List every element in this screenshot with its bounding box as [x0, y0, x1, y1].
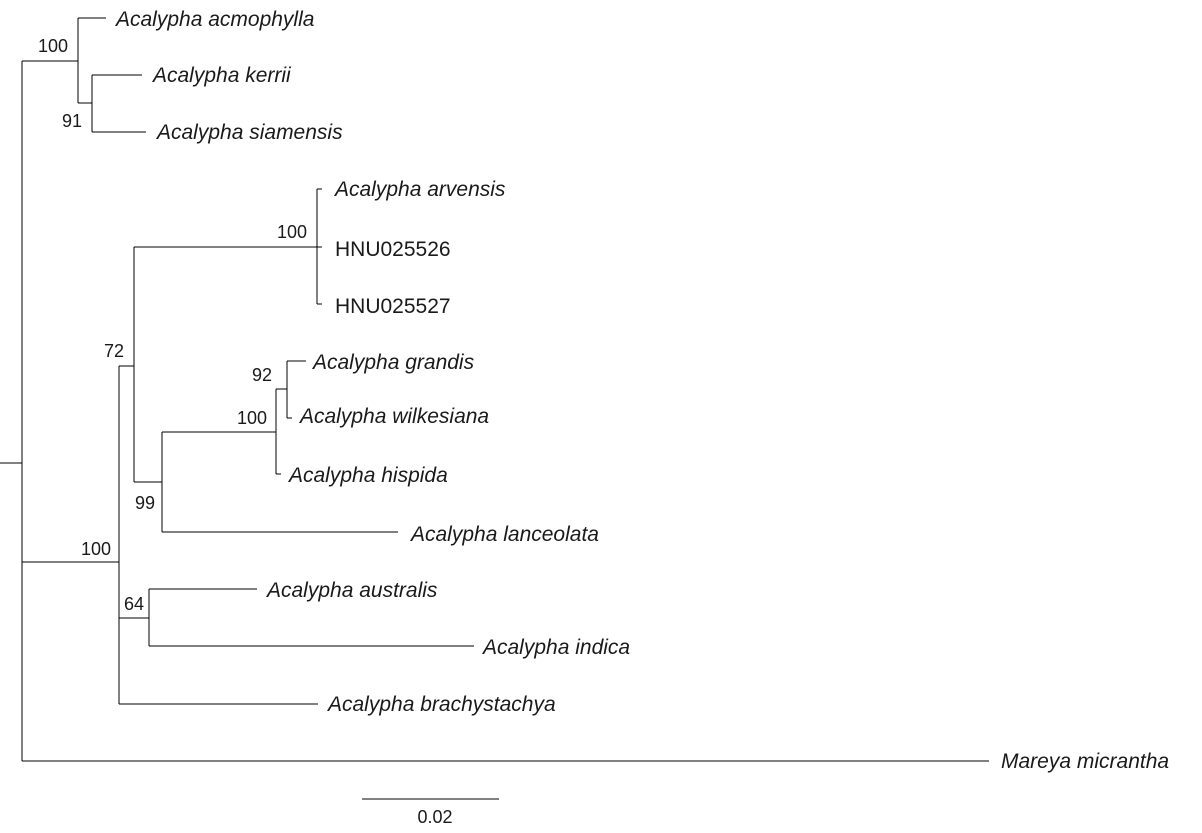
taxon-label-australis: Acalypha australis	[265, 579, 438, 602]
taxon-label-kerrii: Acalypha kerrii	[151, 64, 292, 87]
taxon-label-siamensis: Acalypha siamensis	[155, 121, 343, 144]
support-value-72-clade: 72	[104, 341, 124, 361]
taxon-label-arvensis: Acalypha arvensis	[333, 178, 506, 201]
support-value-acmophylla-clade: 100	[38, 36, 68, 56]
support-value-99-clade: 99	[135, 493, 155, 513]
taxon-label-grandis: Acalypha grandis	[311, 351, 475, 374]
taxon-label-mareya: Mareya micrantha	[1001, 750, 1169, 773]
support-value-64-clade: 64	[124, 594, 144, 614]
taxon-label-brachystachya: Acalypha brachystachya	[326, 693, 556, 716]
taxon-label-wilkesiana: Acalypha wilkesiana	[298, 405, 489, 428]
taxon-label-hispida: Acalypha hispida	[287, 464, 448, 487]
taxon-label-lanceolata: Acalypha lanceolata	[409, 523, 599, 546]
taxon-label-hnu025526: HNU025526	[335, 238, 451, 261]
support-value-acalypha-clade: 100	[81, 539, 111, 559]
support-value-grandis-wilkesiana: 92	[252, 365, 272, 385]
scale-bar-label: 0.02	[417, 807, 452, 827]
support-value-kerrii-siamensis: 91	[62, 111, 82, 131]
support-value-grandis-hispida: 100	[237, 408, 267, 428]
taxon-label-hnu025527: HNU025527	[335, 295, 451, 318]
support-value-arvensis-clade: 100	[277, 222, 307, 242]
taxon-label-indica: Acalypha indica	[481, 636, 630, 659]
taxon-label-acmophylla: Acalypha acmophylla	[114, 8, 314, 31]
